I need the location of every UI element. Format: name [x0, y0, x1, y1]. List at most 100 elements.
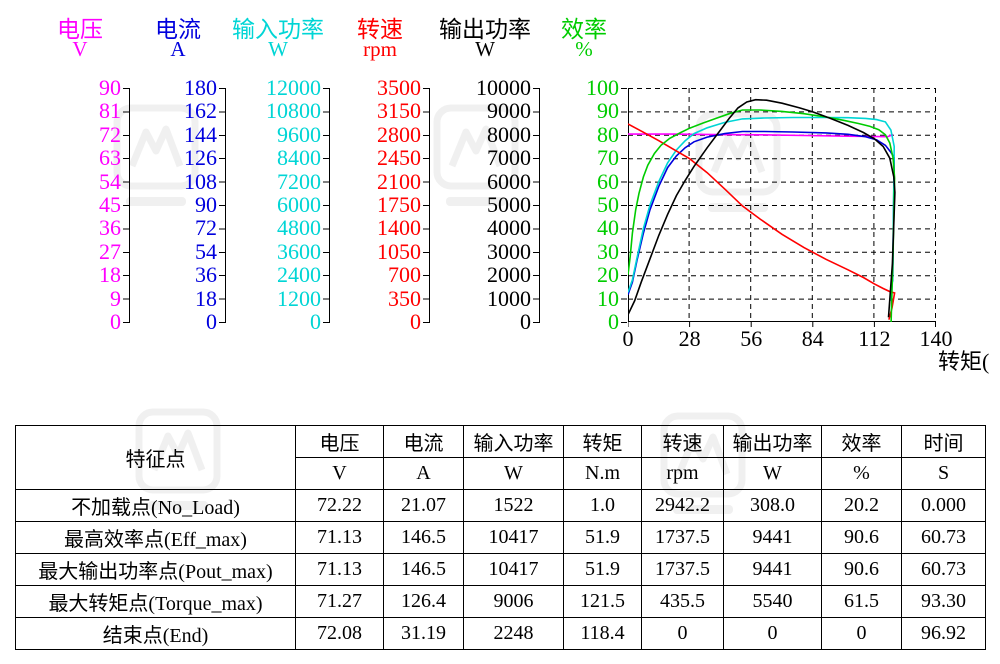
tick-label: 5000: [487, 191, 531, 217]
cell-value: 71.13: [295, 553, 384, 586]
tick-label: 60: [597, 168, 619, 194]
column-header: 电压: [295, 425, 384, 458]
column-header: 电流: [383, 425, 464, 458]
tick-label: 54: [195, 238, 217, 264]
curve-efficiency: [628, 109, 896, 323]
cell-value: 10417: [463, 553, 564, 586]
tick-label: 1200: [277, 285, 321, 311]
axis-line: [329, 88, 330, 323]
cell-value: 0: [821, 617, 902, 650]
tick-label: 0: [206, 308, 217, 334]
axis-title: 转速: [357, 17, 403, 42]
column-header: 输入功率: [463, 425, 564, 458]
curve-speed: [628, 123, 896, 320]
cell-value: 308.0: [723, 489, 822, 522]
axis-tick-values: 12000 10800 9600 8400 7200 6000 4800 3600 2400 12…: [226, 77, 321, 333]
cell-value: 60.73: [901, 553, 986, 586]
cell-value: 146.5: [383, 553, 464, 586]
cell-value: 5540: [723, 585, 822, 618]
tick-label: 7000: [487, 145, 531, 171]
y-axis-speed: 转速 rpm 3500 3150 2800 2450 2100 1750 1400 1050 7…: [330, 0, 430, 345]
column-header: 效率: [821, 425, 902, 458]
tick-label: 4000: [487, 215, 531, 241]
tick-label: 72: [99, 121, 121, 147]
cell-value: 0.000: [901, 489, 986, 522]
tick-label: 9: [110, 285, 121, 311]
cell-value: 118.4: [563, 617, 642, 650]
cell-value: 71.13: [295, 521, 384, 554]
column-unit: rpm: [641, 457, 724, 490]
tick-label: 180: [184, 75, 217, 100]
feature-row: 最大输出功率点(Pout_max) 71.13 146.5 10417 51.9 1737…: [15, 553, 986, 586]
feature-point-corner: 特征点: [15, 425, 296, 490]
axis-tick-marks: [423, 88, 429, 324]
tick-label: 9600: [277, 121, 321, 147]
tick-label: 2450: [377, 145, 421, 171]
tick-label: 90: [99, 75, 121, 100]
cell-value: 51.9: [563, 521, 642, 554]
axis-tick-marks: [123, 88, 129, 324]
feature-row: 最大转矩点(Torque_max) 71.27 126.4 9006 121.5 435.…: [15, 585, 986, 618]
cell-value: 61.5: [821, 585, 902, 618]
cell-value: 51.9: [563, 553, 642, 586]
cell-value: 72.08: [295, 617, 384, 650]
axis-tick-marks: [533, 88, 539, 324]
cell-value: 1737.5: [641, 521, 724, 554]
curve-output-power: [628, 98, 896, 318]
tick-label: 144: [184, 121, 217, 147]
tick-label: 84: [801, 326, 824, 351]
chart-area[interactable]: [628, 88, 936, 328]
column-unit: W: [463, 457, 564, 490]
column-unit: A: [383, 457, 464, 490]
cell-value: 1737.5: [641, 553, 724, 586]
cell-value: 93.30: [901, 585, 986, 618]
cell-value: 31.19: [383, 617, 464, 650]
axis-title: 输出功率: [439, 17, 531, 42]
row-label: 最高效率点(Eff_max): [15, 521, 296, 554]
tick-label: 90: [597, 98, 619, 124]
tick-label: 140: [919, 326, 953, 351]
tick-label: 2400: [277, 262, 321, 288]
axis-unit: V: [72, 37, 88, 61]
tick-label: 63: [99, 145, 121, 171]
tick-label: 70: [597, 145, 619, 171]
axis-unit: A: [170, 37, 186, 61]
y-axis-current: 电流 A 180 162 144 126 108 90 72 54 36 18 0: [130, 0, 226, 345]
cell-value: 96.92: [901, 617, 986, 650]
tick-label: 54: [99, 168, 121, 194]
y-axis-output-power: 输出功率 W 10000 9000 8000 7000 6000 5000 4000 3000…: [430, 0, 540, 345]
column-unit: S: [901, 457, 986, 490]
axis-tick-values: 3500 3150 2800 2450 2100 1750 1400 1050 700 350 0: [330, 77, 421, 333]
tick-label: 2800: [377, 121, 421, 147]
axis-line: [225, 88, 226, 323]
tick-label: 0: [622, 326, 634, 351]
tick-label: 3600: [277, 238, 321, 264]
feature-row: 结束点(End) 72.08 31.19 2248 118.4 0 0 0 96.92: [15, 617, 986, 650]
cell-value: 90.6: [821, 521, 902, 554]
cell-value: 1.0: [563, 489, 642, 522]
cell-value: 9441: [723, 521, 822, 554]
cell-value: 2942.2: [641, 489, 724, 522]
axis-tick-values: 180 162 144 126 108 90 72 54 36 18 0: [130, 77, 217, 333]
tick-label: 1000: [487, 285, 531, 311]
axis-tick-values: 90 81 72 63 54 45 36 27 18 9 0: [30, 77, 121, 333]
cell-value: 9441: [723, 553, 822, 586]
tick-label: 27: [99, 238, 121, 264]
row-label: 最大输出功率点(Pout_max): [15, 553, 296, 586]
curve-input-power: [628, 116, 896, 301]
row-label: 结束点(End): [15, 617, 296, 650]
tick-label: 7200: [277, 168, 321, 194]
tick-label: 1050: [377, 238, 421, 264]
tick-label: 81: [99, 98, 121, 124]
tick-label: 90: [195, 191, 217, 217]
tick-label: 112: [858, 326, 891, 351]
row-label: 不加载点(No_Load): [15, 489, 296, 522]
tick-label: 50: [597, 191, 619, 217]
cell-value: 1522: [463, 489, 564, 522]
tick-label: 36: [195, 262, 217, 288]
tick-label: 18: [99, 262, 121, 288]
tick-label: 3500: [377, 75, 421, 100]
cell-value: 121.5: [563, 585, 642, 618]
column-header: 转矩: [563, 425, 642, 458]
tick-label: 2000: [487, 262, 531, 288]
